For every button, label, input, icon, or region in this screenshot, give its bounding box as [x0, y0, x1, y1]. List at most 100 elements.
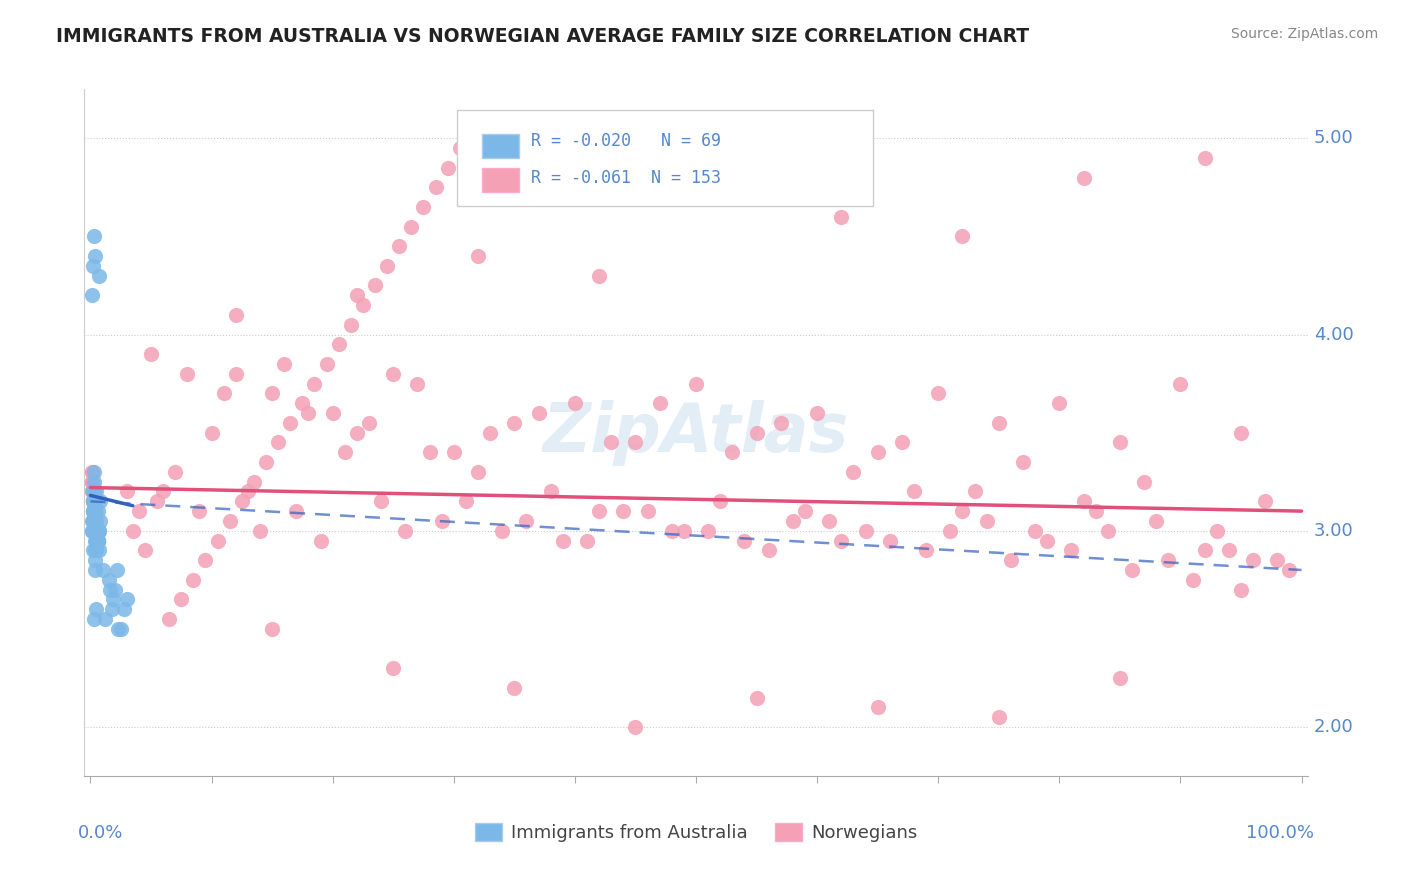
Point: [370, 494, 392, 508]
Point: [304, 376, 326, 391]
Point: [83, 494, 105, 508]
Point: [575, 533, 598, 548]
Point: [83, 504, 105, 518]
Text: ZipAtlas: ZipAtlas: [543, 400, 849, 466]
Point: [146, 494, 169, 508]
Point: [82, 524, 104, 538]
Point: [309, 533, 332, 548]
Point: [890, 435, 912, 450]
Point: [412, 200, 434, 214]
Point: [1084, 504, 1107, 518]
Point: [430, 514, 453, 528]
Text: R = -0.020   N = 69: R = -0.020 N = 69: [531, 132, 721, 150]
Text: 5.00: 5.00: [1313, 129, 1354, 147]
Point: [782, 514, 804, 528]
Point: [1278, 563, 1301, 577]
Point: [83, 475, 105, 489]
Legend: Immigrants from Australia, Norwegians: Immigrants from Australia, Norwegians: [468, 815, 924, 849]
Point: [1012, 455, 1035, 469]
Point: [927, 386, 949, 401]
Point: [115, 592, 138, 607]
Point: [83, 229, 105, 244]
Point: [86, 533, 108, 548]
Point: [83, 514, 105, 528]
Point: [588, 268, 610, 283]
Point: [83, 504, 105, 518]
Point: [86, 524, 108, 538]
Point: [80, 465, 103, 479]
Point: [352, 298, 374, 312]
Point: [225, 367, 247, 381]
Point: [82, 514, 104, 528]
Point: [98, 582, 121, 597]
Point: [382, 367, 405, 381]
Point: [87, 524, 110, 538]
Point: [183, 573, 205, 587]
Point: [661, 524, 683, 538]
Point: [1036, 533, 1059, 548]
Point: [80, 484, 103, 499]
Point: [83, 484, 105, 499]
Point: [84, 524, 107, 538]
Point: [83, 484, 105, 499]
Point: [86, 533, 108, 548]
Point: [188, 504, 211, 518]
Point: [84, 553, 107, 567]
Point: [1133, 475, 1156, 489]
Point: [212, 386, 235, 401]
Point: [82, 494, 104, 508]
Point: [82, 514, 104, 528]
Point: [830, 533, 852, 548]
Point: [84, 249, 107, 263]
Point: [461, 121, 484, 136]
Point: [503, 416, 526, 430]
Point: [262, 386, 284, 401]
Point: [1108, 671, 1130, 685]
Point: [115, 484, 138, 499]
Point: [1230, 582, 1253, 597]
Point: [105, 563, 128, 577]
Point: [80, 475, 103, 489]
Point: [176, 367, 198, 381]
Text: 3.00: 3.00: [1313, 522, 1354, 540]
Point: [322, 406, 344, 420]
Point: [83, 494, 105, 508]
Point: [82, 494, 104, 508]
Point: [97, 573, 120, 587]
Point: [83, 514, 105, 528]
Point: [1181, 573, 1204, 587]
Point: [491, 524, 513, 538]
Text: Source: ZipAtlas.com: Source: ZipAtlas.com: [1230, 27, 1378, 41]
Point: [152, 484, 174, 499]
Point: [467, 249, 489, 263]
Point: [588, 504, 610, 518]
Point: [82, 494, 104, 508]
FancyBboxPatch shape: [457, 110, 873, 206]
Point: [479, 425, 502, 440]
Point: [83, 465, 105, 479]
Point: [83, 504, 105, 518]
Text: R = -0.061  N = 153: R = -0.061 N = 153: [531, 169, 721, 187]
Point: [328, 337, 350, 351]
Point: [1073, 494, 1095, 508]
Point: [82, 504, 104, 518]
Point: [1000, 553, 1022, 567]
Point: [86, 484, 108, 499]
Point: [1170, 376, 1192, 391]
Point: [333, 445, 356, 459]
Point: [1073, 170, 1095, 185]
Point: [101, 602, 124, 616]
Point: [697, 524, 720, 538]
Point: [952, 504, 974, 518]
Point: [685, 376, 707, 391]
Point: [225, 308, 247, 322]
Point: [963, 484, 986, 499]
Point: [267, 435, 290, 450]
Point: [1194, 151, 1216, 165]
Point: [672, 524, 695, 538]
Point: [425, 180, 447, 194]
Point: [82, 494, 104, 508]
Point: [745, 425, 768, 440]
Point: [83, 612, 105, 626]
Point: [794, 504, 817, 518]
